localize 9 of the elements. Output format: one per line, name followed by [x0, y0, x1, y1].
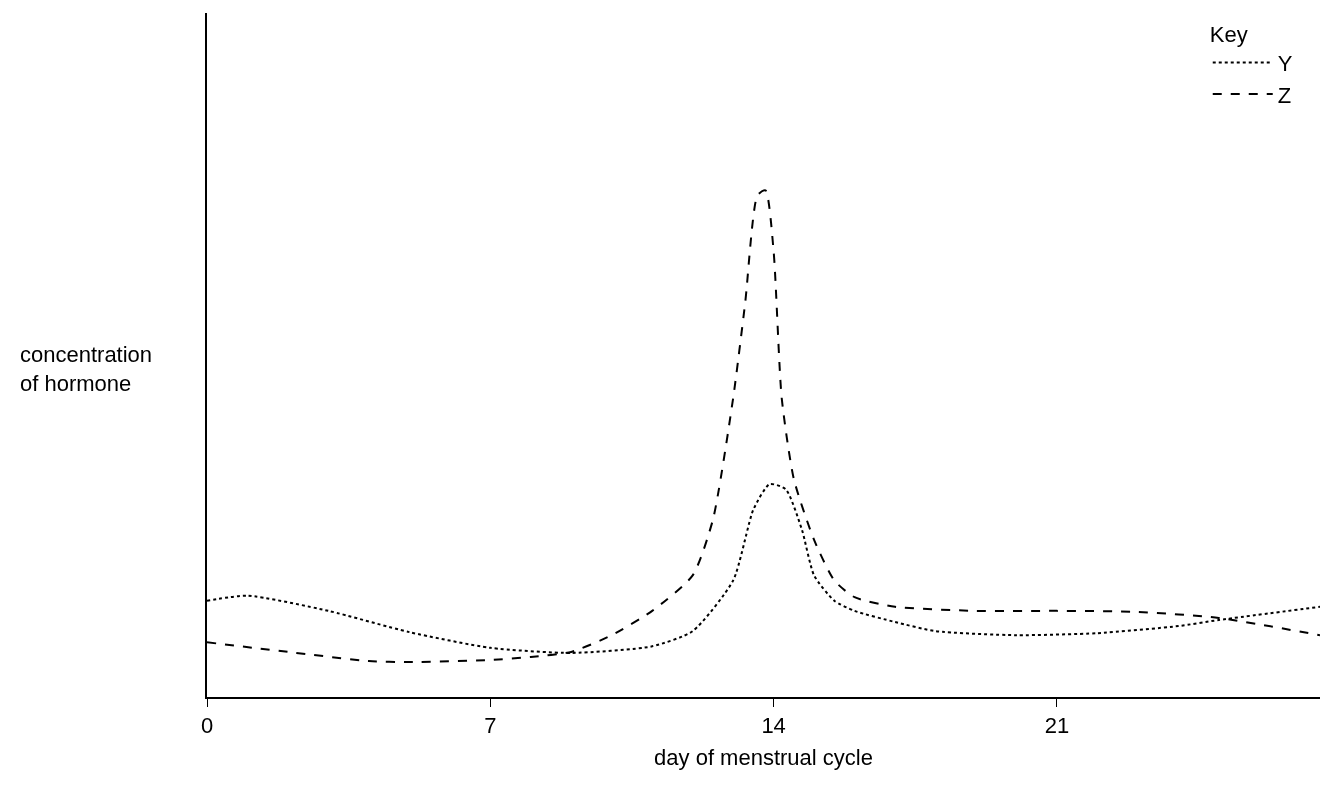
legend-title: Key — [1209, 21, 1248, 47]
legend-label: Z — [1277, 82, 1292, 108]
legend-label: Y — [1277, 50, 1293, 76]
x-tick-label: 14 — [761, 713, 786, 739]
x-tick-label: 0 — [200, 713, 214, 739]
x-tick-label: 7 — [484, 713, 497, 739]
x-tick-label: 21 — [1044, 713, 1070, 739]
x-axis-title: day of menstrual cycle — [654, 744, 873, 770]
y-axis-title: concentration of hormone — [20, 342, 153, 396]
